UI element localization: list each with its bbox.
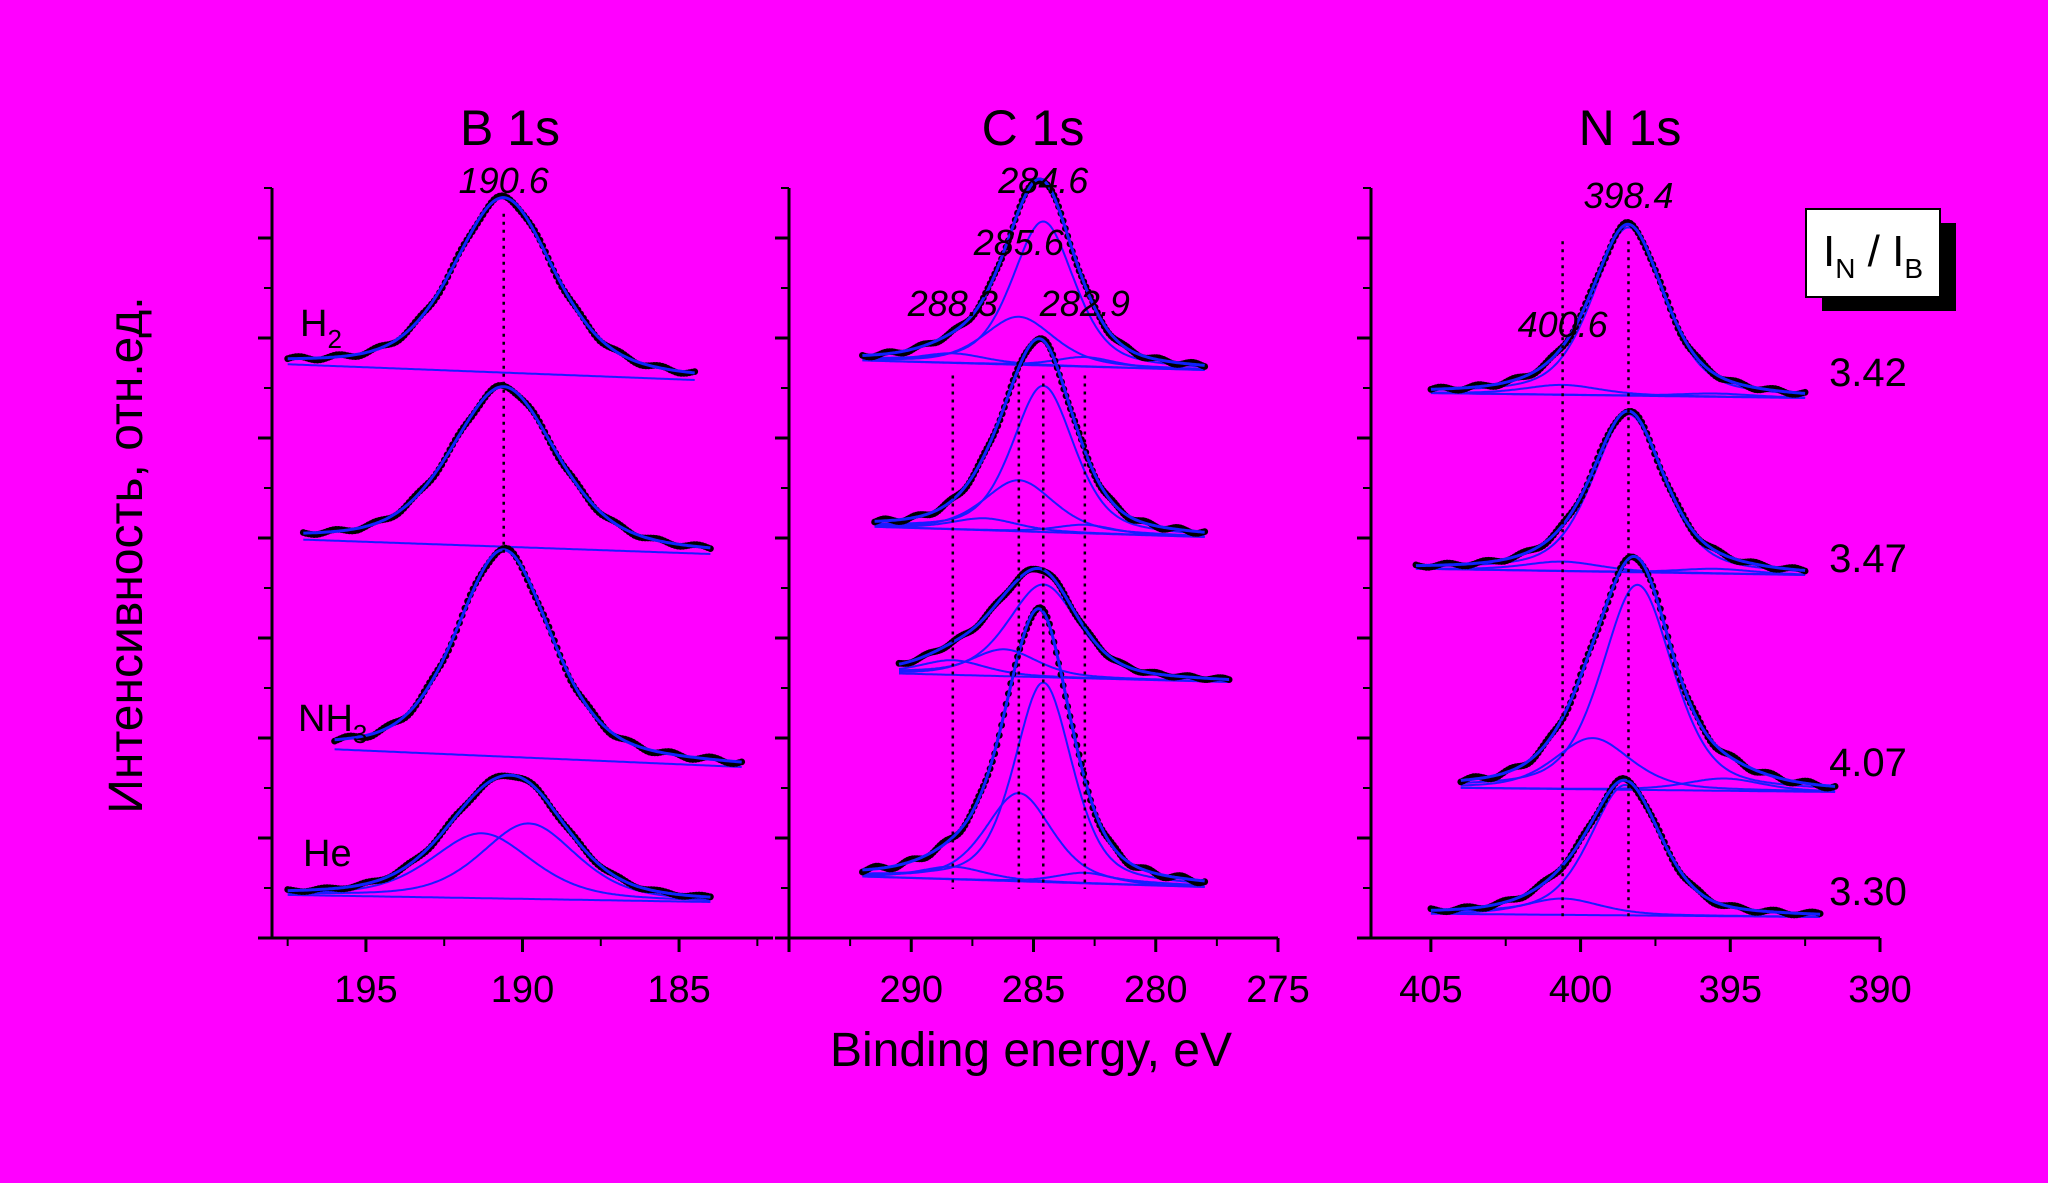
panel-title: B 1s xyxy=(460,100,560,156)
fit-component xyxy=(1430,897,1821,918)
spectra-panels: B 1s 195 190 185 190.6 C 1s 290 285 280 275 284.6 2… xyxy=(258,100,1912,1011)
baseline xyxy=(287,363,695,381)
fit-component xyxy=(874,523,1205,538)
x-tick-label: 405 xyxy=(1399,969,1462,1011)
baseline xyxy=(334,748,742,768)
peak-annotation: 398.4 xyxy=(1583,175,1673,216)
peak-annotation: 284.6 xyxy=(997,160,1089,201)
x-tick-label: 290 xyxy=(880,969,943,1011)
ratio-header-text: IN / IB xyxy=(1823,227,1923,284)
peak-annotation: 400.6 xyxy=(1518,304,1609,345)
fit-envelope xyxy=(303,385,711,550)
spectrum-2 xyxy=(1457,553,1839,793)
spectrum-1 xyxy=(871,335,1209,538)
peak-annotation: 285.6 xyxy=(973,222,1065,263)
peak-annotation: 282.9 xyxy=(1039,283,1130,324)
fit-component xyxy=(862,356,1205,371)
panel-1: C 1s 290 285 280 275 284.6 285.6 288.3 282.9 xyxy=(775,100,1310,1011)
fit-envelope xyxy=(1415,409,1806,572)
fit-component xyxy=(862,871,1205,888)
panel-title: C 1s xyxy=(982,100,1085,156)
ratio-value: 3.30 xyxy=(1829,870,1907,914)
x-tick-label: 400 xyxy=(1549,969,1612,1011)
fit-envelope xyxy=(1430,778,1821,916)
fit-envelope xyxy=(1430,222,1806,395)
x-tick-label: 195 xyxy=(334,969,397,1011)
x-tick-label: 275 xyxy=(1246,969,1309,1011)
fit-component xyxy=(862,865,1205,888)
spectrum-1 xyxy=(299,382,714,555)
atmosphere-label: H2 xyxy=(300,303,342,354)
spectrum-1 xyxy=(1412,408,1809,576)
x-axis-label: Binding energy, eV xyxy=(830,1024,1232,1077)
fit-component xyxy=(1460,777,1836,793)
spectrum-2 xyxy=(331,544,746,768)
fit-component xyxy=(874,384,1205,535)
row-labels: H2 NH3 He 3.42 3.47 4.07 3.30 xyxy=(298,303,1907,914)
spectrum-0 xyxy=(1427,219,1809,399)
spectrum-2 xyxy=(895,565,1233,683)
fit-component xyxy=(1415,560,1806,576)
spectrum-3 xyxy=(284,772,714,903)
fit-component xyxy=(1415,567,1806,576)
peak-annotation: 190.6 xyxy=(459,160,550,201)
fit-component xyxy=(1460,737,1836,793)
fit-envelope xyxy=(862,177,1205,367)
y-axis-label: Интенсивность, отн.ед. xyxy=(100,296,153,813)
ratio-value: 4.07 xyxy=(1829,741,1907,785)
x-tick-label: 190 xyxy=(491,969,554,1011)
ratio-header-box: IN / IB xyxy=(1805,208,1956,311)
fit-envelope xyxy=(862,607,1205,883)
panel-0: B 1s 195 190 185 190.6 xyxy=(258,100,773,1011)
ratio-value: 3.47 xyxy=(1829,537,1907,581)
fit-component xyxy=(862,792,1205,887)
atmosphere-label: NH3 xyxy=(298,698,367,749)
panel-2: N 1s 405 400 395 390 398.4 400.6 xyxy=(1357,100,1912,1011)
spectrum-3 xyxy=(859,604,1209,888)
spectrum-3 xyxy=(1427,775,1824,919)
ratio-header-frame xyxy=(1805,208,1941,298)
atmosphere-label: He xyxy=(303,833,352,875)
fit-envelope xyxy=(1460,554,1836,788)
panel-title: N 1s xyxy=(1579,100,1682,156)
ratio-value: 3.42 xyxy=(1829,351,1907,395)
x-tick-label: 390 xyxy=(1848,969,1911,1011)
fit-envelope xyxy=(287,196,695,375)
x-tick-label: 185 xyxy=(647,969,710,1011)
peak-annotation: 288.3 xyxy=(907,283,998,324)
fit-envelope xyxy=(334,548,742,764)
fit-component xyxy=(1430,392,1806,399)
baseline xyxy=(287,893,711,903)
fit-envelope xyxy=(287,773,711,899)
spectrum-0 xyxy=(284,192,699,381)
x-tick-label: 395 xyxy=(1699,969,1762,1011)
fit-component xyxy=(1430,383,1806,399)
fit-envelope xyxy=(874,337,1205,534)
x-tick-label: 280 xyxy=(1124,969,1187,1011)
fit-component xyxy=(862,352,1205,371)
x-tick-label: 285 xyxy=(1002,969,1065,1011)
spectrum-0 xyxy=(859,177,1209,371)
